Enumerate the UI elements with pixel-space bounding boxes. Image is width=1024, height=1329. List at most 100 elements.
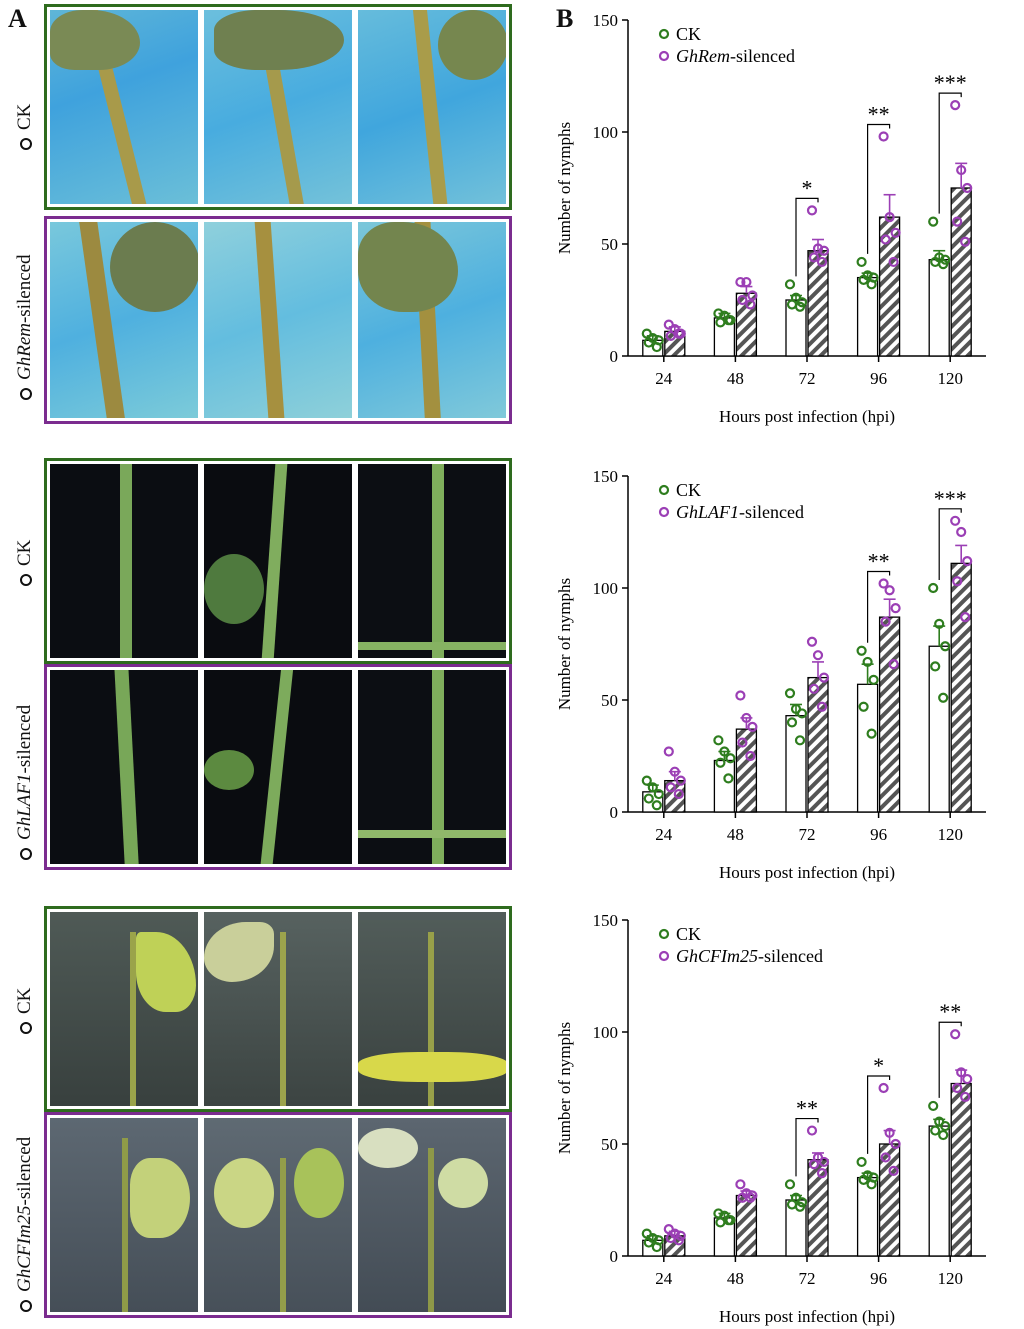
bar-ck <box>928 1125 950 1257</box>
data-point-silenced <box>747 1190 758 1201</box>
legend-suffix: -silenced <box>758 946 823 966</box>
data-point-silenced <box>745 1192 756 1203</box>
photo-group-2 <box>44 458 514 870</box>
bar-ck <box>928 259 950 357</box>
silenced-marker-icon <box>19 388 32 400</box>
data-point-silenced <box>663 746 674 757</box>
data-point-silenced <box>808 683 820 694</box>
x-axis-title: Hours post infection (hpi) <box>719 1307 895 1326</box>
x-tick-label: 72 <box>799 1269 816 1288</box>
y-tick-label: 0 <box>610 1247 619 1266</box>
data-point-silenced <box>952 216 963 227</box>
chart-2: 0 50 100 150 Number of nymphs Hours post infe… <box>555 467 986 882</box>
x-tick-label: 120 <box>937 1269 963 1288</box>
bar-ck <box>928 645 950 813</box>
data-point-ck <box>794 301 806 312</box>
x-axis-title: Hours post infection (hpi) <box>719 863 895 882</box>
x-tick-label: 120 <box>937 825 963 844</box>
x-tick-label: 24 <box>655 1269 673 1288</box>
bar-silenced <box>878 616 901 813</box>
legend-ck-label: CK <box>676 24 701 44</box>
legend-ck-marker <box>658 484 670 496</box>
data-point-silenced <box>880 234 891 245</box>
ck-marker-icon <box>19 138 32 150</box>
x-tick-label: 96 <box>870 825 887 844</box>
silenced-side-label: GhRem-silenced <box>14 254 36 400</box>
plant-photo <box>204 912 352 1106</box>
data-point-silenced <box>808 252 820 263</box>
x-tick-label: 48 <box>727 1269 744 1288</box>
ck-side-label: CK <box>14 104 36 150</box>
x-tick-label: 72 <box>799 369 816 388</box>
legend-ck-marker <box>658 928 670 940</box>
data-point-silenced <box>888 1165 899 1176</box>
bar-ck <box>856 276 879 357</box>
data-point-ck <box>866 1179 877 1190</box>
bar-silenced <box>950 1082 972 1257</box>
data-point-silenced <box>818 245 830 256</box>
data-point-ck <box>715 757 726 768</box>
plant-photo <box>50 464 198 658</box>
data-point-silenced <box>816 1168 828 1179</box>
legend-suffix: -silenced <box>730 46 795 66</box>
y-tick-label: 50 <box>601 1135 618 1154</box>
data-point-silenced <box>956 1067 967 1078</box>
data-point-silenced <box>890 603 901 614</box>
silenced-side-label: GhCFIm25-silenced <box>14 1137 36 1312</box>
x-tick-label: 96 <box>870 1269 887 1288</box>
data-point-ck <box>928 216 939 227</box>
data-point-silenced <box>675 775 686 786</box>
x-tick-label: 96 <box>870 369 887 388</box>
data-point-ck <box>641 775 652 786</box>
data-point-silenced <box>884 1127 895 1138</box>
data-point-silenced <box>884 585 895 596</box>
bar-ck <box>856 1176 879 1257</box>
legend-silenced-label: GhRem-silenced <box>676 46 795 66</box>
data-point-ck <box>930 1125 941 1136</box>
silenced-marker-icon <box>19 1300 32 1312</box>
ck-marker-icon <box>19 574 32 586</box>
data-point-ck <box>938 1129 949 1141</box>
ck-side-label: CK <box>14 988 36 1034</box>
data-point-ck <box>934 618 945 629</box>
data-point-ck <box>938 692 949 703</box>
significance-label: *** <box>934 486 967 511</box>
x-tick-label: 120 <box>937 369 963 388</box>
photo-group-1 <box>44 4 514 424</box>
legend-silenced-label: GhLAF1-silenced <box>676 502 804 522</box>
data-point-silenced <box>960 1091 971 1103</box>
data-point-silenced <box>960 236 971 247</box>
data-point-ck <box>794 735 806 746</box>
data-point-silenced <box>806 205 818 216</box>
ck-marker-icon <box>19 1022 32 1034</box>
data-point-ck <box>858 274 869 285</box>
y-tick-label: 100 <box>593 579 619 598</box>
ck-photo-row <box>44 906 512 1112</box>
plant-photo <box>358 912 506 1106</box>
panel-b-label: B <box>556 4 574 33</box>
data-point-silenced <box>741 712 752 724</box>
data-point-ck <box>643 1237 654 1248</box>
data-point-ck <box>713 1208 724 1219</box>
data-point-silenced <box>818 672 830 683</box>
data-point-silenced <box>741 276 752 288</box>
significance-label: *** <box>934 70 967 95</box>
y-tick-label: 150 <box>593 11 619 30</box>
data-point-silenced <box>812 243 824 254</box>
legend-suffix: -silenced <box>739 502 804 522</box>
significance-bracket <box>938 508 962 580</box>
y-tick-label: 50 <box>601 235 618 254</box>
data-point-silenced <box>673 328 684 339</box>
data-point-silenced <box>737 294 748 306</box>
data-point-ck <box>723 773 734 784</box>
y-tick-label: 50 <box>601 691 618 710</box>
silenced-photo-row <box>44 216 512 424</box>
ck-photo-row <box>44 458 512 664</box>
data-point-silenced <box>962 556 973 567</box>
data-point-silenced <box>956 526 967 538</box>
y-axis-title: Number of nymphs <box>555 122 574 254</box>
data-point-silenced <box>956 164 967 176</box>
plant-photo <box>358 10 506 204</box>
bar-silenced <box>807 250 829 357</box>
data-point-ck <box>784 279 796 290</box>
